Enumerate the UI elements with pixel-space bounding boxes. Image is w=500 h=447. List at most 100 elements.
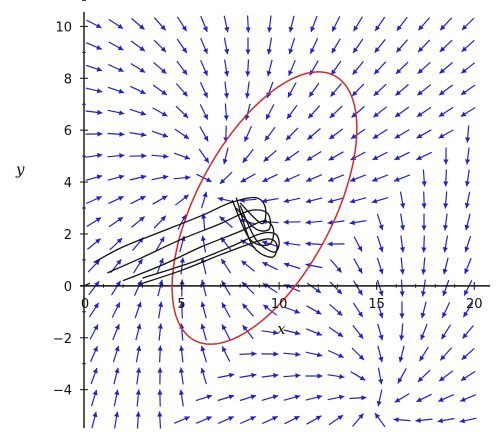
field-arrow-323 [459,394,477,402]
field-arrow-178 [443,213,449,231]
field-arrow-271 [112,345,120,363]
field-arrow-52 [439,62,453,74]
field-arrow-282 [351,347,365,361]
field-arrow-309 [157,389,163,407]
field-arrow-333 [284,415,300,425]
field-arrow-240 [221,302,231,318]
field-arrow-249 [420,301,427,319]
field-arrow-250 [441,302,451,318]
field-arrow-299 [327,374,345,380]
field-arrow-11 [331,16,341,32]
field-arrow-130 [173,175,191,181]
field-arrow-196 [442,235,449,253]
field-arrow-3 [153,17,167,31]
field-arrow-22 [176,38,188,54]
field-arrow-237 [158,301,164,319]
field-arrow-340 [437,417,455,424]
field-arrow-281 [327,349,345,359]
field-arrow-190 [305,241,323,247]
field-arrow-231 [420,279,426,297]
field-arrow-146 [130,195,146,205]
field-arrow-301 [377,367,384,385]
field-arrow-218 [133,280,143,296]
field-arrow-289 [113,367,120,385]
red-ellipse-curve [171,71,358,345]
field-arrow-26 [266,37,273,55]
field-arrow-243 [283,306,301,314]
field-arrow-30 [352,38,364,54]
y-tick-label-6: 6 [64,124,72,139]
field-arrow-64 [308,82,320,98]
field-arrow-267 [420,323,428,341]
field-arrow-88 [438,106,454,118]
field-arrow-226 [306,282,322,294]
field-arrow-148 [174,194,190,206]
field-arrow-76 [175,105,189,119]
field-arrow-61 [245,81,251,99]
field-arrow-41 [200,59,208,77]
field-arrow-207 [283,262,301,270]
axes [80,0,490,428]
field-arrow-224 [262,282,278,294]
field-arrow-63 [287,82,297,98]
field-arrow-183 [155,236,165,252]
field-arrow-297 [283,373,301,379]
field-arrow-145 [108,195,124,205]
field-arrow-139 [371,174,389,182]
field-arrow-274 [179,345,185,363]
field-arrow-311 [195,394,213,402]
field-arrow-241 [241,303,255,317]
field-arrow-33 [417,39,431,53]
field-arrow-4 [176,16,188,32]
field-arrow-16 [439,17,453,31]
field-arrow-119 [328,151,344,161]
field-arrow-72 [85,109,103,115]
field-arrow-80 [265,104,275,120]
field-arrow-122 [394,151,410,161]
field-arrow-328 [173,416,191,424]
field-arrow-294 [217,372,235,379]
field-arrow-95 [199,126,209,142]
field-arrow-210 [353,258,363,274]
field-arrow-337 [374,412,386,428]
field-arrow-296 [261,373,279,379]
x-axis-label: x [277,320,286,338]
field-arrow-319 [376,389,383,407]
field-arrow-100 [307,128,321,140]
field-arrow-247 [377,301,384,319]
tick-labels: 0 5 10 15 20 −4 −2 0 2 4 6 8 10 [53,20,483,398]
field-arrow-137 [327,174,345,182]
field-arrow-107 [465,125,471,143]
field-arrow-24 [223,37,230,55]
y-tick-label-0: 0 [64,280,72,295]
field-arrow-269 [462,325,474,339]
field-arrow-292 [178,367,185,385]
field-arrow-5 [200,15,208,33]
field-arrow-320 [394,393,410,403]
field-arrow-291 [157,367,163,385]
field-arrow-91 [107,131,125,137]
trajectory-5 [84,282,91,287]
field-arrow-112 [173,152,191,160]
field-arrow-336 [352,413,364,427]
field-arrow-220 [179,279,185,297]
field-arrow-40 [176,60,188,76]
field-arrow-8 [267,15,273,33]
field-arrow-222 [221,280,231,296]
field-arrow-142 [443,169,449,187]
field-arrow-121 [372,151,388,161]
field-arrow-54 [85,87,103,94]
field-arrow-94 [174,128,190,140]
trajectory-4 [142,205,280,279]
field-arrow-244 [306,305,322,315]
field-arrow-174 [349,220,367,226]
x-tick-label-20: 20 [466,297,483,312]
field-arrow-2 [131,18,145,30]
field-arrow-78 [223,103,229,121]
field-arrow-49 [373,61,387,75]
field-arrow-236 [134,301,142,319]
field-arrow-70 [438,84,454,96]
field-arrow-171 [283,219,301,225]
field-arrow-23 [200,37,208,55]
